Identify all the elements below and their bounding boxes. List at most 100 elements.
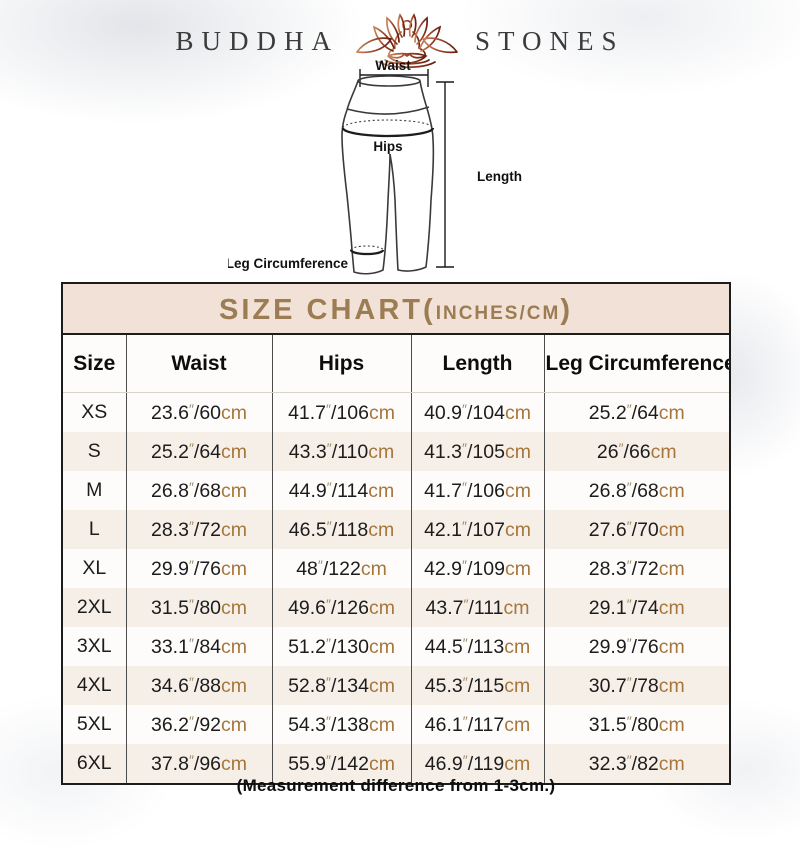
inch-mark: ″ (618, 439, 624, 456)
inch-mark: ″ (626, 478, 632, 495)
cell-length: 41.7″/106cm (411, 471, 545, 510)
cm-unit: cm (221, 752, 248, 775)
size-chart: SIZE CHART ( INCHES/CM ) Size Waist Hips… (61, 282, 731, 785)
inch-mark: ″ (626, 712, 632, 729)
cm-unit: cm (658, 518, 685, 541)
cell-size: 5XL (62, 705, 127, 744)
table-row: 3XL 33.1″/84cm 51.2″/130cm 44.5″/113cm 29.9″… (62, 627, 730, 666)
cm-unit: cm (504, 518, 531, 541)
cell-waist: 28.3″/72cm (126, 510, 273, 549)
cm-unit: cm (658, 557, 685, 580)
cell-length: 41.3″/105cm (411, 432, 545, 471)
cell-leg-circumference: 26.8″/68cm (588, 478, 685, 502)
cell-hips: 52.8″/134cm (272, 666, 412, 705)
cell-size: L (62, 510, 127, 549)
cm-unit: cm (221, 557, 248, 580)
inch-mark: ″ (626, 556, 632, 573)
inch-mark: ″ (188, 478, 194, 495)
cell-hips: 41.7″/106cm (272, 392, 412, 432)
cm-unit: cm (504, 635, 531, 658)
title-units: INCHES/CM (435, 303, 561, 324)
cell-leg-circumference: 29.1″/74cm (588, 595, 685, 619)
cell-leg-circumference: 31.5″/80cm (588, 712, 685, 736)
col-header-leg-circumference: Leg Circumference (544, 335, 730, 393)
inch-mark: ″ (462, 634, 468, 651)
cell-waist: 36.2″/92cm (126, 705, 273, 744)
measurement-note: (Measurement difference from 1-3cm.) (236, 776, 556, 795)
cm-unit: cm (368, 518, 395, 541)
cell-size: 3XL (62, 627, 127, 666)
cell-length: 43.7″/111cm (411, 588, 545, 627)
inch-mark: ″ (462, 517, 467, 534)
inch-mark: ″ (188, 712, 194, 729)
leg-circumference-label: Leg Circumference (228, 256, 348, 271)
cm-unit: cm (368, 401, 395, 424)
cell-hips: 43.3″/110cm (272, 432, 412, 471)
cell-waist: 26.8″/68cm (126, 471, 273, 510)
cm-unit: cm (504, 674, 531, 697)
cell-length: 40.9″/104cm (411, 392, 545, 432)
inch-mark: ″ (462, 673, 468, 690)
table-row: XS 23.6″/60cm 41.7″/106cm 40.9″/104cm 25.2″/… (62, 392, 730, 432)
inch-mark: ″ (462, 400, 467, 417)
inch-mark: ″ (326, 400, 331, 417)
cell-leg-circumference: 32.3″/82cm (588, 751, 685, 775)
cm-unit: cm (368, 674, 395, 697)
cell-hips: 46.5″/118cm (272, 510, 412, 549)
cell-hips: 51.2″/130cm (272, 627, 412, 666)
cell-hips: 44.9″/114cm (272, 471, 412, 510)
header-row: Size Waist Hips Length Leg Circumference (62, 335, 730, 393)
cm-unit: cm (504, 713, 531, 736)
inch-mark: ″ (626, 595, 632, 612)
inch-mark: ″ (326, 673, 331, 690)
table-row: 6XL 37.8″/96cm 55.9″/142cm 46.9″/119cm 32.3″… (62, 744, 730, 784)
cell-length: 46.1″/117cm (411, 705, 545, 744)
inch-mark: ″ (188, 517, 194, 534)
cm-unit: cm (658, 596, 685, 619)
cm-unit: cm (658, 713, 685, 736)
col-header-waist: Waist (126, 335, 273, 393)
inch-mark: ″ (188, 751, 194, 768)
brand-name-right: STONES (474, 25, 625, 56)
brand-name-left: BUDDHA (175, 25, 339, 56)
col-header-hips: Hips (272, 335, 412, 393)
cm-unit: cm (221, 440, 248, 463)
table-row: S 25.2″/64cm 43.3″/110cm 41.3″/105cm 26″/66c… (62, 432, 730, 471)
cm-unit: cm (368, 635, 395, 658)
inch-mark: ″ (188, 556, 194, 573)
inch-mark: ″ (326, 751, 331, 768)
cell-length: 42.9″/109cm (411, 549, 545, 588)
cell-hips: 49.6″/126cm (272, 588, 412, 627)
table-row: L 28.3″/72cm 46.5″/118cm 42.1″/107cm 27.6″/7… (62, 510, 730, 549)
cm-unit: cm (504, 479, 531, 502)
inch-mark: ″ (188, 400, 194, 417)
cm-unit: cm (503, 596, 530, 619)
pants-measurement-diagram: Waist Hips Leg Circumference Length (226, 48, 558, 292)
cell-leg-circumference: 27.6″/70cm (588, 517, 685, 541)
inch-mark: ″ (463, 595, 469, 612)
cm-unit: cm (504, 752, 531, 775)
cell-waist: 37.8″/96cm (126, 744, 273, 784)
cm-unit: cm (221, 401, 248, 424)
cm-unit: cm (368, 752, 395, 775)
table-row: XL 29.9″/76cm 48″/122cm 42.9″/109cm 28.3″/72… (62, 549, 730, 588)
col-header-length: Length (411, 335, 545, 393)
inch-mark: ″ (317, 556, 323, 573)
cell-size: XS (62, 392, 127, 432)
cell-size: 6XL (62, 744, 127, 784)
inch-mark: ″ (626, 517, 632, 534)
cm-unit: cm (504, 401, 531, 424)
inch-mark: ″ (626, 673, 632, 690)
cm-unit: cm (368, 596, 395, 619)
cell-leg-circumference: 28.3″/72cm (588, 556, 685, 580)
inch-mark: ″ (462, 439, 467, 456)
cell-length: 45.3″/115cm (411, 666, 545, 705)
cell-length: 46.9″/119cm (411, 744, 545, 784)
cm-unit: cm (221, 596, 248, 619)
cm-unit: cm (504, 557, 531, 580)
inch-mark: ″ (462, 556, 467, 573)
title-paren-open: ( (423, 294, 436, 326)
inch-mark: ″ (188, 595, 194, 612)
cell-size: 2XL (62, 588, 127, 627)
brand-logo: BUDDHA STONES (0, 13, 800, 68)
